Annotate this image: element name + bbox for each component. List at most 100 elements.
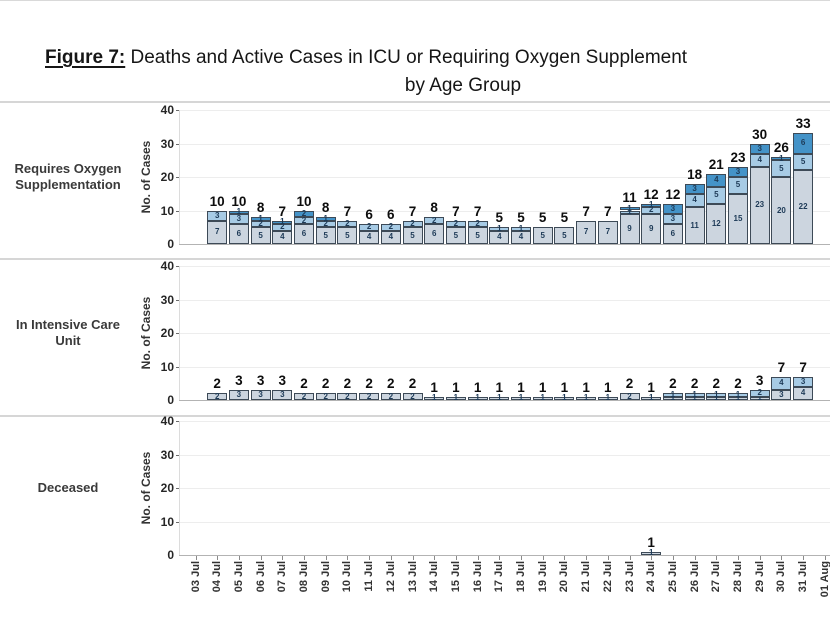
- bar-segment: 6: [662, 223, 683, 244]
- bar-segment: 4: [272, 230, 293, 244]
- x-tick-mark: [390, 556, 392, 560]
- bar-total-label: 7: [777, 359, 786, 375]
- bar-segment: 2: [402, 392, 423, 400]
- x-tick-label: 15 Jul: [449, 561, 462, 593]
- y-tick-label: 20: [160, 326, 174, 340]
- gridline: [179, 521, 830, 523]
- bar-segment: 1: [445, 393, 466, 402]
- x-tick-mark: [738, 556, 739, 560]
- bar-segment: 4: [380, 230, 401, 244]
- y-tick-mark: [176, 421, 180, 422]
- bar-total-label: 7: [408, 203, 417, 219]
- bar-total-label: 3: [256, 372, 265, 388]
- x-axis-line: [179, 555, 830, 556]
- x-tick-mark: [325, 556, 327, 560]
- row-label-line: In Intensive Care: [15, 317, 121, 332]
- bar-segment: 3: [272, 389, 293, 400]
- x-tick-label: 09 Jul: [319, 561, 332, 593]
- bar-segment: 4: [684, 193, 705, 208]
- x-tick-mark: [586, 556, 588, 560]
- x-tick-label: 18 Jul: [515, 561, 527, 593]
- y-tick-label: 40: [160, 414, 174, 428]
- row-label: In Intensive Care Unit: [0, 317, 136, 349]
- gridline: [179, 454, 830, 456]
- bar-segment: 3: [793, 376, 814, 387]
- panel-separator: [0, 258, 830, 260]
- bar-segment: 1: [511, 224, 531, 233]
- bar-total-label: 7: [278, 203, 287, 219]
- x-tick-label: 30 Jul: [775, 561, 788, 593]
- bar-total-label: 33: [795, 116, 811, 132]
- x-tick-label: 20 Jul: [558, 561, 571, 593]
- bar-total-label: 7: [604, 203, 612, 219]
- bar-segment: 1: [706, 393, 727, 402]
- x-tick-label: 24 Jul: [645, 561, 658, 593]
- row-label-line: Unit: [55, 333, 81, 348]
- x-tick-mark: [369, 556, 371, 560]
- bar-segment: 4: [749, 153, 770, 167]
- row-label: Deceased: [0, 480, 136, 496]
- bar-total-label: 1: [517, 379, 525, 395]
- y-axis-line: [179, 266, 180, 400]
- bar-segment: 6: [793, 133, 814, 154]
- x-tick-label: 08 Jul: [298, 561, 310, 593]
- bar-segment: 1: [641, 548, 662, 557]
- bar-total-label: 2: [408, 376, 417, 392]
- x-tick-label: 17 Jul: [493, 561, 506, 593]
- x-tick-label: 26 Jul: [688, 561, 701, 593]
- bar-total-label: 8: [430, 200, 438, 216]
- bar-segment: 2: [337, 220, 358, 228]
- bar-segment: 2: [619, 392, 640, 400]
- bar-total-label: 1: [538, 379, 547, 395]
- x-tick-label: 27 Jul: [710, 561, 723, 593]
- bar-total-label: 2: [213, 376, 221, 392]
- bar-total-label: 30: [752, 126, 768, 142]
- bar-segment: 3: [228, 389, 249, 400]
- x-tick-mark: [499, 556, 501, 560]
- y-tick-label: 40: [160, 103, 174, 117]
- bar-total-label: 7: [343, 203, 352, 219]
- y-tick-label: 10: [160, 514, 174, 529]
- bar-segment: 4: [706, 173, 727, 188]
- x-tick-mark: [238, 556, 240, 560]
- bar-total-label: 6: [365, 206, 373, 222]
- bar-segment: 5: [315, 227, 336, 244]
- x-tick-mark: [607, 556, 609, 560]
- bar-segment: 5: [771, 160, 792, 177]
- bar-total-label: 2: [321, 376, 330, 392]
- bar-segment: 4: [359, 230, 380, 244]
- bar-total-label: 26: [773, 139, 789, 155]
- bar-total-label: 18: [687, 166, 703, 182]
- y-tick-mark: [176, 333, 180, 334]
- x-tick-mark: [672, 556, 674, 560]
- bar-segment: 7: [576, 220, 597, 244]
- x-tick-mark: [803, 556, 805, 560]
- x-tick-mark: [347, 556, 349, 560]
- gridline: [179, 110, 830, 111]
- bar-segment: 1: [749, 393, 770, 402]
- bar-segment: 1: [315, 214, 336, 223]
- panel-separator: [0, 415, 830, 417]
- bar-total-label: 8: [321, 200, 330, 216]
- y-tick-label: 10: [160, 359, 174, 374]
- bar-total-label: 1: [560, 379, 569, 395]
- x-axis-line: [179, 244, 830, 245]
- bar-segment: 1: [728, 393, 748, 402]
- x-tick-label: 25 Jul: [666, 561, 679, 593]
- bar-segment: 2: [380, 392, 401, 400]
- x-tick-label: 21 Jul: [580, 561, 593, 593]
- bar-total-label: 3: [278, 372, 287, 388]
- y-tick-label: 20: [160, 481, 174, 495]
- bar-segment: 9: [641, 213, 662, 244]
- bar-total-label: 2: [625, 376, 634, 392]
- y-tick-label: 30: [160, 136, 174, 151]
- x-tick-mark: [824, 556, 826, 560]
- bar-segment: 4: [771, 376, 792, 390]
- bar-total-label: 21: [708, 156, 724, 172]
- x-tick-mark: [195, 556, 197, 560]
- row-label-line: Requires Oxygen: [14, 161, 122, 176]
- x-tick-label: 04 Jul: [211, 561, 224, 593]
- x-tick-label: 07 Jul: [276, 561, 289, 593]
- y-tick-mark: [176, 299, 180, 301]
- panel-separator: [0, 101, 830, 103]
